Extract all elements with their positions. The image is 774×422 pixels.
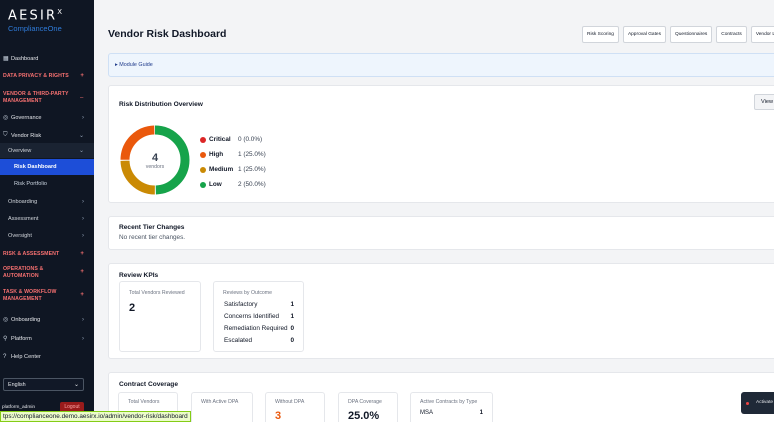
brand-logo[interactable]: AESIRX ComplianceOne [0,0,94,46]
sidebar-item-overview[interactable]: Overview ⌄ [0,143,94,158]
chevron-down-icon: ⌄ [78,148,84,154]
legend-dot [200,166,206,173]
sidebar-section-operations[interactable]: OPERATIONS & AUTOMATION + [3,265,84,279]
brand-name: AESIR [8,8,58,24]
card-title: Risk Distribution Overview [119,101,203,108]
sidebar-section-risk[interactable]: RISK & ASSESSMENT + [3,251,84,257]
tier-changes-card: Recent Tier Changes No recent tier chang… [108,216,774,250]
triangle-right-icon: ▸ [115,62,118,68]
circle-icon: ◎ [3,115,9,121]
header-actions: Risk Scoring Approval Gates Questionnair… [582,26,774,43]
contracts-button[interactable]: Contracts [716,26,747,43]
alert-dot-icon [746,402,749,405]
outcome-row: Concerns Identified 1 [224,313,294,320]
outcome-row: Remediation Required 0 [224,325,294,332]
chevron-right-icon: › [82,335,84,342]
view-as-table-button[interactable]: View as ta [754,94,774,110]
coverage-with-dpa: With Active DPA [191,392,253,422]
donut-label: vendors [145,164,165,170]
donut-slice-low [120,125,190,195]
sidebar-item-onboarding[interactable]: ◎ Onboarding › [3,316,84,324]
risk-distribution-card: Risk Distribution Overview View as ta 4 … [108,85,774,203]
approval-gates-button[interactable]: Approval Gates [622,26,667,43]
shield-icon: ⛉ [3,132,8,138]
legend-item-low: Low 2 (50.0%) [200,177,266,192]
minus-icon: – [80,95,84,101]
legend-item-medium: Medium 1 (25.0%) [200,162,266,177]
sidebar-item-oversight[interactable]: Oversight › [8,233,84,239]
sidebar-item-vendor-risk[interactable]: ⛉ Vendor Risk ⌄ [3,132,84,139]
sidebar-section-task[interactable]: TASK & WORKFLOW MANAGEMENT + [3,288,84,302]
legend-dot [200,151,206,158]
module-guide-label: Module Guide [119,62,153,68]
sidebar-section-vendor[interactable]: VENDOR & THIRD-PARTY MANAGEMENT [3,90,69,104]
legend-item-high: High 1 (25.0%) [200,147,266,162]
risk-donut-chart [120,125,190,195]
plus-icon: + [80,269,84,275]
language-select[interactable]: English ⌄ [3,378,84,391]
chevron-right-icon: › [82,216,84,222]
plus-icon: + [80,251,84,257]
review-kpis-card: Review KPIs Total Vendors Reviewed 2 Rev… [108,263,774,359]
donut-total: 4 [151,152,159,164]
chevron-down-icon: ⌄ [78,133,84,139]
risk-scoring-button[interactable]: Risk Scoring [582,26,619,43]
sidebar-item-help[interactable]: ? Help Center [3,353,41,360]
sidebar-section-privacy[interactable]: DATA PRIVACY & RIGHTS + [3,73,84,79]
kpi-reviews-by-outcome: Reviews by Outcome Satisfactory 1 Concern… [213,281,304,352]
main-content: Vendor Risk Dashboard Risk Scoring Appro… [94,0,774,422]
risk-legend: Critical 0 (0.0%) High 1 (25.0%) Medium … [200,132,266,192]
card-title: Recent Tier Changes [119,224,185,231]
circle-check-icon: ◎ [3,317,9,323]
user-icon: ⚲ [3,336,8,342]
coverage-without-dpa: Without DPA 3 [265,392,325,422]
legend-dot [200,136,206,143]
sidebar-item-platform[interactable]: ⚲ Platform › [3,335,84,343]
grid-icon: ▦ [3,56,9,62]
brand-subtitle: ComplianceOne [8,24,62,34]
card-title: Contract Coverage [119,381,178,388]
legend-item-critical: Critical 0 (0.0%) [200,132,266,147]
chevron-right-icon: › [82,233,84,239]
legend-dot [200,181,206,188]
empty-state-text: No recent tier changes. [119,234,186,241]
page-title: Vendor Risk Dashboard [108,28,227,40]
sidebar-item-onboarding-sub[interactable]: Onboarding › [8,199,84,205]
card-title: Review KPIs [119,272,159,279]
sidebar-item-dashboard[interactable]: ▦ Dashboard [3,55,39,63]
sidebar-item-assessment[interactable]: Assessment › [8,216,84,222]
chevron-right-icon: › [82,114,84,121]
help-icon: ? [3,353,7,360]
plus-icon: + [80,73,84,79]
coverage-contracts-by-type: Active Contracts by Type MSA 1 [410,392,493,422]
logout-button[interactable]: Logout [60,402,84,413]
chevron-down-icon: ⌄ [73,382,79,388]
sidebar-item-risk-dashboard[interactable]: Risk Dashboard [0,159,94,175]
outcome-row: Satisfactory 1 [224,301,294,308]
sidebar-item-governance[interactable]: ◎ Governance › [3,114,84,122]
module-guide[interactable]: ▸ Module Guide [108,53,774,77]
outcome-row: Escalated 0 [224,337,294,344]
sidebar-item-risk-portfolio[interactable]: Risk Portfolio [14,181,47,187]
vendor-list-button[interactable]: Vendor L [750,26,774,43]
chevron-right-icon: › [82,316,84,323]
user-name: platform_admin [2,405,36,410]
status-bar-url: tps://complianceone.demo.aesirx.io/admin… [0,411,191,422]
activate-toast[interactable]: Activate [741,392,774,414]
chevron-right-icon: › [82,199,84,205]
coverage-dpa-percent: DPA Coverage 25.0% [338,392,398,422]
sidebar: AESIRX ComplianceOne ▦ Dashboard DATA PR… [0,0,94,422]
brand-mark: X [57,8,63,16]
kpi-total-reviewed: Total Vendors Reviewed 2 [119,281,201,352]
plus-icon: + [80,292,84,298]
questionnaires-button[interactable]: Questionnaires [670,26,713,43]
